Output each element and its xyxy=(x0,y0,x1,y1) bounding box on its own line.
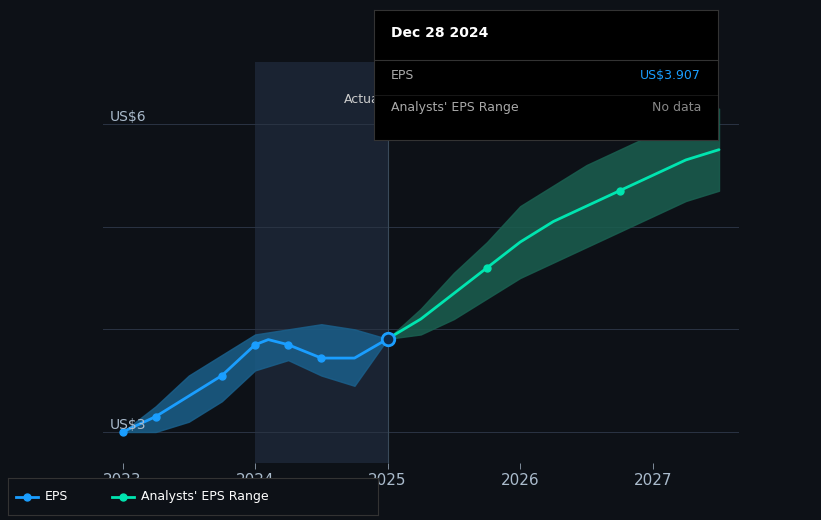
Text: US$3.907: US$3.907 xyxy=(640,69,701,82)
Text: Dec 28 2024: Dec 28 2024 xyxy=(391,26,488,40)
Text: US$6: US$6 xyxy=(109,110,146,124)
Text: No data: No data xyxy=(652,101,701,114)
Text: US$3: US$3 xyxy=(109,418,146,432)
Text: Analysts' EPS Range: Analysts' EPS Range xyxy=(141,490,268,503)
Text: Analysts Forecasts: Analysts Forecasts xyxy=(394,93,511,106)
Text: EPS: EPS xyxy=(391,69,414,82)
Bar xyxy=(255,62,388,463)
Text: Analysts' EPS Range: Analysts' EPS Range xyxy=(391,101,518,114)
Text: Actual: Actual xyxy=(344,93,383,106)
Text: EPS: EPS xyxy=(45,490,68,503)
